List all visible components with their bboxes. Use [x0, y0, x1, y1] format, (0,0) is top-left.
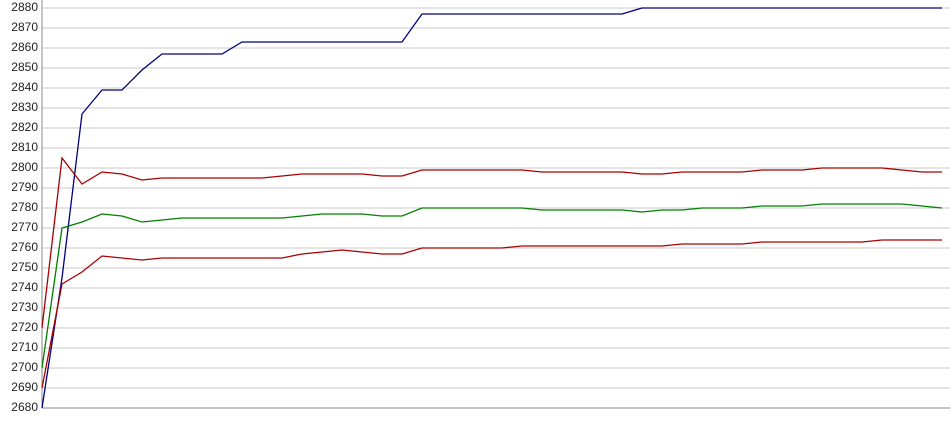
y-tick-label: 2850: [11, 60, 38, 74]
y-tick-label: 2760: [11, 240, 38, 254]
series-line: [41, 7, 942, 409]
y-tick-label: 2870: [11, 20, 38, 34]
y-tick-label: 2740: [11, 280, 38, 294]
series-line: [41, 203, 943, 369]
y-tick-label: 2880: [11, 0, 38, 14]
y-tick-label: 2690: [11, 380, 38, 394]
y-tick-label: 2790: [11, 180, 38, 194]
y-tick-label: 2700: [11, 360, 38, 374]
y-tick-label: 2800: [11, 160, 38, 174]
series-line: [41, 239, 942, 389]
y-tick-label: 2810: [11, 140, 38, 154]
y-tick-label: 2830: [11, 100, 38, 114]
y-tick-label: 2710: [11, 340, 38, 354]
series-line: [41, 156, 942, 329]
y-tick-label: 2770: [11, 220, 38, 234]
y-tick-label: 2860: [11, 40, 38, 54]
y-tick-label: 2680: [11, 400, 38, 414]
y-tick-label: 2820: [11, 120, 38, 134]
y-tick-label: 2840: [11, 80, 38, 94]
y-tick-label: 2780: [11, 200, 38, 214]
y-tick-label: 2720: [11, 320, 38, 334]
y-tick-label: 2750: [11, 260, 38, 274]
y-tick-label: 2730: [11, 300, 38, 314]
